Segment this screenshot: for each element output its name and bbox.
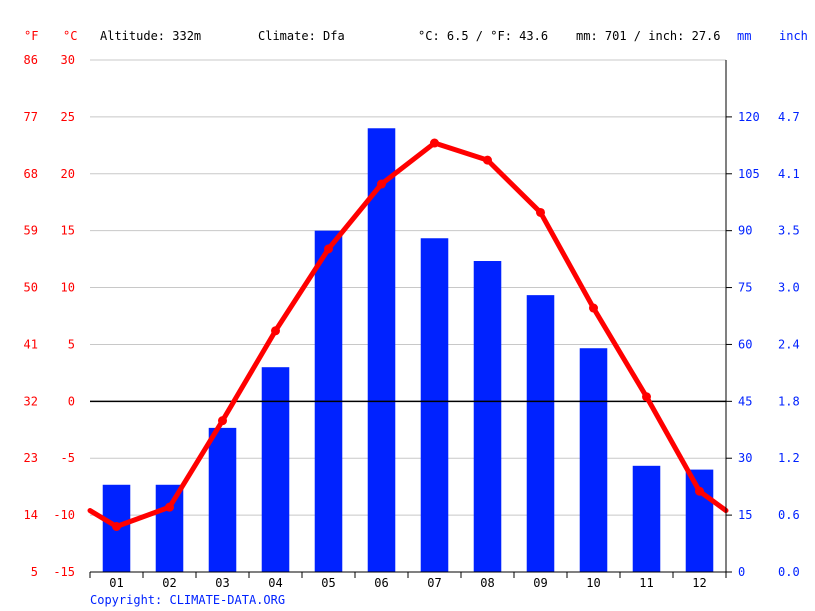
temperature-point bbox=[377, 179, 386, 189]
inch-tick-label: 3.5 bbox=[778, 224, 800, 238]
precipitation-bar bbox=[208, 427, 237, 572]
celsius-tick-label: 20 bbox=[61, 167, 75, 181]
fahrenheit-tick-label: 68 bbox=[24, 167, 38, 181]
temperature-point bbox=[271, 326, 280, 336]
inch-tick-label: 0.6 bbox=[778, 508, 800, 522]
inch-tick-label: 0.0 bbox=[778, 565, 800, 579]
temperature-point bbox=[589, 303, 598, 313]
mm-tick-label: 0 bbox=[738, 565, 745, 579]
celsius-tick-label: 30 bbox=[61, 53, 75, 67]
axes bbox=[89, 60, 732, 578]
precipitation-bar bbox=[420, 238, 449, 573]
fahrenheit-tick-label: 14 bbox=[24, 508, 38, 522]
average-temperature-label: °C: 6.5 / °F: 43.6 bbox=[418, 29, 548, 43]
copyright-footer: Copyright: CLIMATE-DATA.ORG bbox=[90, 593, 285, 607]
fahrenheit-tick-label: 86 bbox=[24, 53, 38, 67]
celsius-tick-label: 15 bbox=[61, 224, 75, 238]
fahrenheit-tick-label: 59 bbox=[24, 224, 38, 238]
month-tick-label: 04 bbox=[268, 576, 282, 590]
month-tick-label: 07 bbox=[427, 576, 441, 590]
inch-tick-label: 1.2 bbox=[778, 451, 800, 465]
precipitation-bar bbox=[155, 484, 184, 572]
precipitation-bar bbox=[473, 261, 502, 572]
month-tick-label: 09 bbox=[533, 576, 547, 590]
month-tick-label: 01 bbox=[109, 576, 123, 590]
celsius-unit-label: °C bbox=[63, 29, 77, 43]
celsius-tick-label: 25 bbox=[61, 110, 75, 124]
mm-tick-label: 45 bbox=[738, 394, 752, 408]
fahrenheit-tick-label: 77 bbox=[24, 110, 38, 124]
mm-tick-label: 75 bbox=[738, 281, 752, 295]
inch-unit-label: inch bbox=[779, 29, 808, 43]
mm-tick-label: 60 bbox=[738, 337, 752, 351]
temperature-line-path bbox=[87, 140, 729, 529]
precipitation-bar bbox=[579, 348, 608, 572]
celsius-tick-label: 5 bbox=[68, 337, 75, 351]
celsius-tick-label: -15 bbox=[53, 565, 75, 579]
precipitation-bar bbox=[261, 367, 290, 572]
month-tick-label: 11 bbox=[639, 576, 653, 590]
total-precipitation-label: mm: 701 / inch: 27.6 bbox=[576, 29, 721, 43]
inch-tick-label: 4.1 bbox=[778, 167, 800, 181]
inch-tick-label: 3.0 bbox=[778, 281, 800, 295]
tick-labels: 30862577206815591050541032-523-1014-1551… bbox=[24, 53, 800, 590]
month-tick-label: 06 bbox=[374, 576, 388, 590]
fahrenheit-tick-label: 50 bbox=[24, 281, 38, 295]
month-tick-label: 08 bbox=[480, 576, 494, 590]
mm-tick-label: 90 bbox=[738, 224, 752, 238]
temperature-point bbox=[536, 207, 545, 217]
fahrenheit-tick-label: 41 bbox=[24, 337, 38, 351]
inch-tick-label: 4.7 bbox=[778, 110, 800, 124]
mm-tick-label: 30 bbox=[738, 451, 752, 465]
inch-tick-label: 1.8 bbox=[778, 394, 800, 408]
inch-tick-label: 2.4 bbox=[778, 337, 800, 351]
month-tick-label: 12 bbox=[692, 576, 706, 590]
fahrenheit-tick-label: 5 bbox=[31, 565, 38, 579]
precipitation-bar bbox=[632, 465, 661, 572]
celsius-tick-label: -10 bbox=[53, 508, 75, 522]
temperature-point bbox=[695, 486, 704, 496]
temperature-line bbox=[87, 138, 729, 531]
temperature-point bbox=[218, 416, 227, 426]
temperature-point bbox=[112, 521, 121, 531]
altitude-label: Altitude: 332m bbox=[100, 29, 201, 43]
fahrenheit-tick-label: 32 bbox=[24, 394, 38, 408]
temperature-point bbox=[642, 392, 651, 402]
temperature-point bbox=[483, 155, 492, 165]
temperature-point bbox=[165, 502, 174, 512]
mm-tick-label: 15 bbox=[738, 508, 752, 522]
precipitation-bar bbox=[526, 295, 555, 572]
celsius-tick-label: 0 bbox=[68, 394, 75, 408]
precipitation-bars bbox=[102, 128, 714, 573]
celsius-tick-label: 10 bbox=[61, 281, 75, 295]
precipitation-bar bbox=[367, 128, 396, 572]
celsius-tick-label: -5 bbox=[61, 451, 75, 465]
grid-lines bbox=[90, 59, 726, 573]
fahrenheit-tick-label: 23 bbox=[24, 451, 38, 465]
temperature-point bbox=[324, 244, 333, 254]
precipitation-bar bbox=[685, 469, 714, 572]
month-tick-label: 05 bbox=[321, 576, 335, 590]
fahrenheit-unit-label: °F bbox=[24, 29, 38, 43]
month-tick-label: 03 bbox=[215, 576, 229, 590]
mm-tick-label: 105 bbox=[738, 167, 760, 181]
month-tick-label: 02 bbox=[162, 576, 176, 590]
mm-tick-label: 120 bbox=[738, 110, 760, 124]
temperature-point bbox=[430, 138, 439, 148]
mm-unit-label: mm bbox=[737, 29, 751, 43]
climate-label: Climate: Dfa bbox=[258, 29, 345, 43]
month-tick-label: 10 bbox=[586, 576, 600, 590]
